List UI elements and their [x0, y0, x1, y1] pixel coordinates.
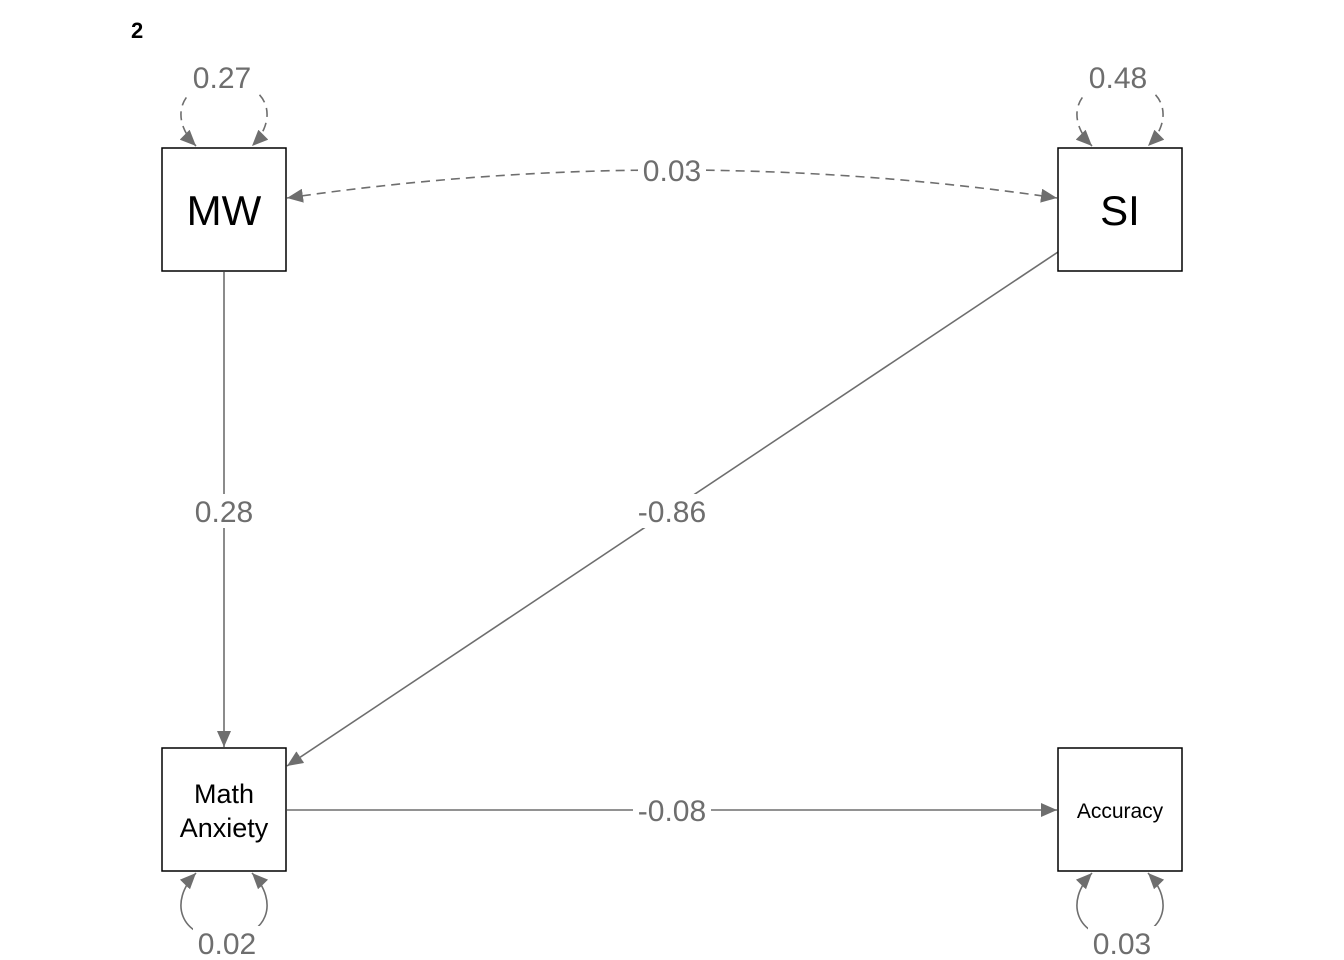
- node-accuracy-label: Accuracy: [1077, 800, 1164, 823]
- residual-label-math-anxiety: 0.02: [198, 928, 256, 960]
- path-label-mw-to-math-anxiety: 0.28: [195, 496, 253, 529]
- node-si: SI: [1057, 147, 1183, 272]
- node-math-anxiety-label-line1: Math: [194, 779, 254, 809]
- edge-mw-si-covariance: [286, 169, 1058, 203]
- node-math-anxiety-label-line2: Anxiety: [180, 813, 269, 843]
- node-math-anxiety: Math Anxiety: [161, 747, 287, 872]
- panel-label: 2: [131, 18, 143, 43]
- node-mw: MW: [161, 147, 287, 272]
- node-accuracy: Accuracy: [1057, 747, 1183, 872]
- path-label-si-to-math-anxiety: -0.86: [638, 496, 706, 529]
- residual-label-si: 0.48: [1089, 62, 1147, 95]
- residual-label-accuracy: 0.03: [1093, 928, 1151, 960]
- covariance-label-mw-si: 0.03: [643, 155, 701, 188]
- residual-label-mw: 0.27: [193, 62, 251, 95]
- node-mw-label: MW: [187, 187, 262, 234]
- path-label-math-anxiety-to-accuracy: -0.08: [638, 795, 706, 828]
- node-si-label: SI: [1100, 187, 1140, 234]
